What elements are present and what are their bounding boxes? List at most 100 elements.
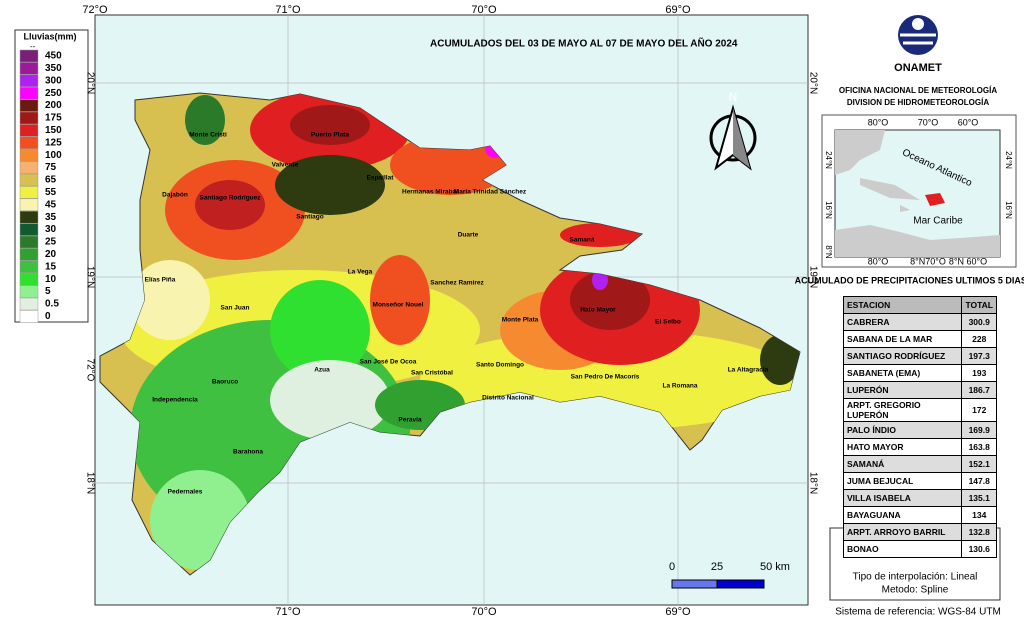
table-row: BONAO 130.6	[842, 540, 997, 558]
table-row: SABANETA (EMA) 193	[842, 364, 997, 382]
station-name: ARPT. GREGORIO LUPERÓN	[842, 398, 963, 422]
inset-coord: 80°O	[868, 256, 889, 266]
station-total: 300.9	[961, 313, 997, 331]
legend-swatch	[19, 223, 39, 236]
station-name: SABANETA (EMA)	[842, 364, 963, 382]
province-label: Monte Plata	[502, 317, 539, 324]
source-text: Tipo de interpolación: Lineal	[853, 572, 978, 583]
legend-label: 15	[45, 261, 57, 272]
legend-title: Lluvias(mm)	[23, 31, 76, 41]
legend-swatch	[19, 99, 39, 112]
province-label: Samaná	[570, 237, 595, 244]
station-name: SAMANÁ	[842, 455, 963, 473]
inset-coord: 80°O	[868, 117, 889, 127]
province-label: Dajabón	[162, 192, 188, 199]
station-total: 193	[961, 364, 997, 382]
province-label: Duarte	[458, 232, 479, 239]
legend-top-label: --	[30, 42, 36, 51]
coord-label: 72°O	[84, 359, 95, 382]
province-label: La Vega	[348, 269, 373, 276]
province-label: Sanchez Ramirez	[430, 280, 484, 287]
legend-label: 250	[45, 88, 62, 99]
rain-field	[120, 93, 800, 570]
station-total: 169.9	[961, 421, 997, 439]
province-label: La Altagracia	[728, 367, 769, 374]
table-row: ARPT. ARROYO BARRIL 132.8	[842, 523, 997, 541]
north-label: N	[729, 90, 738, 104]
table-row: BAYAGUANA 134	[842, 506, 997, 524]
province-label: Santiago Rodríguez	[199, 195, 261, 202]
coord-label: 70°O	[471, 606, 497, 618]
legend-label: 35	[45, 212, 57, 223]
station-total: 135.1	[961, 489, 997, 507]
table-row: LUPERÓN 186.7	[842, 381, 997, 399]
station-total: 132.8	[961, 523, 997, 541]
province-label: Elías Piña	[145, 277, 176, 284]
table-row: SABANA DE LA MAR 228	[842, 330, 997, 348]
coord-label: 71°O	[275, 606, 301, 618]
inset-coord: 8°N	[824, 245, 833, 259]
province-label: Azua	[314, 367, 330, 374]
station-name: JUMA BEJUCAL	[842, 472, 963, 490]
legend-swatch	[19, 235, 39, 249]
scale-bar	[671, 579, 765, 589]
station-total: 147.8	[961, 472, 997, 490]
coord-label: 20°N	[807, 72, 818, 94]
legend-label: 75	[45, 162, 57, 173]
legend-label: 0.5	[45, 299, 59, 310]
inset-coord: 60°O	[958, 117, 979, 127]
legend-label: 200	[45, 100, 62, 111]
coord-label: 71°O	[275, 4, 301, 16]
coord-label: 72°O	[82, 4, 108, 16]
inset-coord: 16°N	[824, 201, 833, 219]
province-label: Barahona	[233, 449, 263, 456]
table-header-row: ESTACION TOTAL	[842, 296, 997, 314]
station-name: BONAO	[842, 540, 963, 558]
station-name: ARPT. ARROYO BARRIL	[842, 523, 963, 541]
source-text: Metodo: Spline	[882, 585, 949, 596]
station-name: BAYAGUANA	[842, 506, 963, 524]
legend-swatch	[19, 186, 39, 199]
legend-swatch	[19, 161, 39, 174]
inset-coord: 70°O	[918, 117, 939, 127]
inset-land	[835, 130, 1000, 257]
legend-label: 300	[45, 75, 62, 86]
legend-label: 125	[45, 137, 62, 148]
table-row: VILLA ISABELA 135.1	[842, 489, 997, 507]
station-table: ESTACION TOTAL CABRERA 300.9 SABANA DE LA MA…	[842, 296, 997, 558]
legend-swatch	[19, 297, 39, 311]
legend-swatch	[19, 136, 39, 150]
legend-label: 65	[45, 175, 57, 186]
coord-label: 70°O	[471, 4, 497, 16]
coord-label: 69°O	[665, 4, 691, 16]
inset-coord: 8°N 60°O	[949, 256, 987, 266]
legend-label: 45	[45, 199, 57, 210]
legend-swatch	[19, 272, 39, 286]
table-row: CABRERA 300.9	[842, 313, 997, 331]
reference-text: Sistema de referencia: WGS-84 UTM	[835, 607, 1001, 618]
province-label: Peravia	[398, 417, 422, 424]
inset-coord: 16°N	[1004, 201, 1013, 219]
org-line: DIVISION DE HIDROMETEOROLOGÍA	[847, 98, 989, 107]
table-row: JUMA BEJUCAL 147.8	[842, 472, 997, 490]
legend-swatch	[19, 285, 39, 298]
legend-label: 350	[45, 63, 62, 74]
legend-swatch	[19, 49, 39, 63]
legend-label: 0	[45, 311, 51, 322]
coord-label: 69°O	[665, 606, 691, 618]
station-total: 186.7	[961, 381, 997, 399]
table-header: TOTAL	[961, 296, 997, 314]
legend-swatch	[19, 74, 39, 88]
province-label: Espaillat	[367, 175, 395, 182]
map-title: ACUMULADOS DEL 03 DE MAYO AL 07 DE MAYO …	[430, 37, 738, 50]
inset-sea: Mar Caribe	[913, 216, 963, 227]
legend-label: 55	[45, 187, 57, 198]
station-total: 134	[961, 506, 997, 524]
org-name: ONAMET	[894, 62, 942, 74]
legend-label: 175	[45, 113, 62, 124]
scale-label: 0	[669, 561, 675, 573]
province-label: Hato Mayor	[580, 307, 616, 314]
province-label: San Pedro De Macorís	[571, 374, 640, 381]
province-label: Pedernales	[168, 489, 203, 496]
